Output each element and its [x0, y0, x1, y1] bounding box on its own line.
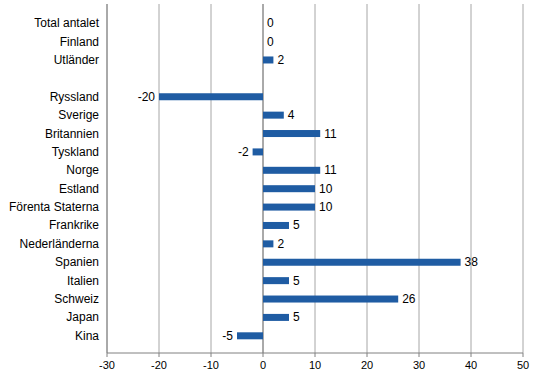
grid-line [471, 4, 472, 353]
category-label: Finland [60, 35, 99, 49]
bar [159, 93, 263, 100]
tick-mark [471, 353, 472, 357]
data-label: 5 [293, 274, 300, 288]
grid-line [107, 4, 108, 353]
bar [263, 259, 461, 266]
bar [263, 222, 289, 229]
data-label: 0 [267, 16, 274, 30]
tick-label: 50 [517, 359, 529, 371]
category-label: Nederländerna [20, 237, 100, 251]
data-label: 10 [319, 182, 333, 196]
tick-label: -20 [151, 359, 167, 371]
tick-label: 20 [361, 359, 373, 371]
category-label: Italien [67, 274, 99, 288]
bar [263, 240, 273, 247]
data-label: 38 [465, 255, 479, 269]
data-label: 5 [293, 310, 300, 324]
bar [263, 38, 264, 45]
tick-label: -30 [99, 359, 115, 371]
tick-mark [263, 353, 264, 357]
bar [263, 296, 398, 303]
grid-line [523, 4, 524, 353]
category-label: Tyskland [52, 145, 99, 159]
tick-mark [419, 353, 420, 357]
category-label: Frankrike [49, 218, 99, 232]
tick-label: 40 [465, 359, 477, 371]
data-label: 26 [402, 292, 416, 306]
tick-mark [315, 353, 316, 357]
category-label: Förenta Staterna [9, 200, 99, 214]
tick-mark [523, 353, 524, 357]
data-label: 11 [324, 127, 337, 141]
bar [237, 332, 263, 339]
data-label: 5 [293, 218, 300, 232]
data-label: -5 [222, 329, 233, 343]
x-axis [107, 353, 523, 354]
category-label: Japan [66, 310, 99, 324]
bars [159, 20, 461, 340]
tick-mark [107, 353, 108, 357]
bar [263, 277, 289, 284]
data-label: -2 [238, 145, 249, 159]
data-label: -20 [138, 90, 156, 104]
y-axis [107, 4, 108, 353]
tick-mark [211, 353, 212, 357]
category-label: Norge [66, 163, 99, 177]
category-label: Sverige [58, 108, 99, 122]
data-label: 0 [267, 35, 274, 49]
category-label: Schweiz [54, 292, 99, 306]
bar [263, 185, 315, 192]
category-label: Spanien [55, 255, 99, 269]
grid-line [211, 4, 212, 353]
bar [263, 314, 289, 321]
category-label: Total antalet [34, 16, 99, 30]
grid-line [159, 4, 160, 353]
category-label: Estland [59, 182, 99, 196]
category-label: Ryssland [50, 90, 99, 104]
data-label: 2 [277, 53, 284, 67]
category-label: Britannien [45, 127, 99, 141]
bar [263, 112, 284, 119]
tick-label: 0 [260, 359, 266, 371]
category-label: Utländer [54, 53, 99, 67]
grid-line [419, 4, 420, 353]
tick-mark [159, 353, 160, 357]
bar [263, 20, 264, 27]
category-label: Kina [75, 329, 99, 343]
bar [253, 148, 263, 155]
tick-mark [367, 353, 368, 357]
bar [263, 204, 315, 211]
tick-label: 10 [309, 359, 321, 371]
data-label: 11 [324, 163, 337, 177]
chart: -30-20-1001020304050Total antalet0Finlan… [0, 0, 546, 376]
bar [263, 56, 273, 63]
bar [263, 130, 320, 137]
data-label: 10 [319, 200, 333, 214]
data-label: 2 [277, 237, 284, 251]
tick-label: 30 [413, 359, 425, 371]
data-label: 4 [288, 108, 295, 122]
bar [263, 167, 320, 174]
tick-label: -10 [203, 359, 219, 371]
